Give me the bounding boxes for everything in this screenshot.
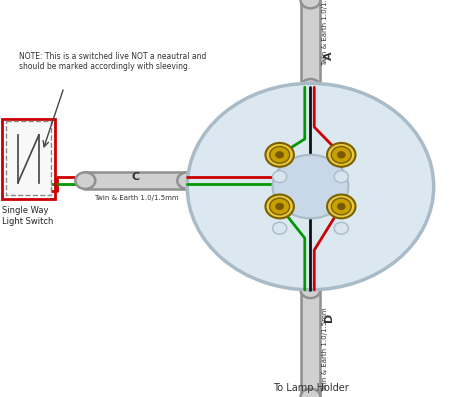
Circle shape	[265, 195, 294, 218]
Text: © www.lightwiring.co.uk: © www.lightwiring.co.uk	[326, 235, 413, 241]
Circle shape	[301, 281, 320, 298]
Circle shape	[276, 203, 283, 210]
Text: Twin & Earth 1.0/1.5mm: Twin & Earth 1.0/1.5mm	[94, 195, 178, 201]
Text: NOTE: This is a switched live NOT a neautral and
should be marked accordingly wi: NOTE: This is a switched live NOT a neau…	[19, 52, 206, 71]
Circle shape	[327, 195, 356, 218]
Circle shape	[301, 0, 320, 8]
Circle shape	[273, 222, 287, 234]
Circle shape	[337, 152, 345, 158]
Text: A: A	[324, 51, 335, 60]
Circle shape	[301, 79, 320, 96]
Bar	[6, 121, 51, 195]
Circle shape	[75, 172, 95, 189]
Bar	[301, 290, 320, 397]
Circle shape	[337, 203, 345, 210]
Circle shape	[187, 83, 434, 290]
Text: Twin & Earth 1.0/1.5mm: Twin & Earth 1.0/1.5mm	[322, 307, 328, 392]
Bar	[2, 119, 55, 198]
Circle shape	[331, 146, 351, 163]
Text: Single Way
Light Switch: Single Way Light Switch	[2, 206, 54, 226]
Circle shape	[276, 152, 283, 158]
Text: To Lamp Holder: To Lamp Holder	[273, 383, 348, 393]
Circle shape	[334, 171, 348, 183]
Circle shape	[177, 172, 197, 189]
Bar	[85, 172, 187, 189]
Circle shape	[327, 143, 356, 167]
Bar	[301, 0, 320, 87]
Circle shape	[331, 198, 351, 215]
Circle shape	[265, 143, 294, 167]
Circle shape	[273, 155, 348, 218]
Circle shape	[273, 171, 287, 183]
Circle shape	[270, 146, 290, 163]
Text: D: D	[324, 313, 335, 322]
Circle shape	[270, 198, 290, 215]
Text: Twin & Earth 1.0/1.5mm: Twin & Earth 1.0/1.5mm	[322, 0, 328, 66]
Circle shape	[301, 389, 320, 397]
Circle shape	[334, 222, 348, 234]
Text: C: C	[132, 172, 140, 182]
